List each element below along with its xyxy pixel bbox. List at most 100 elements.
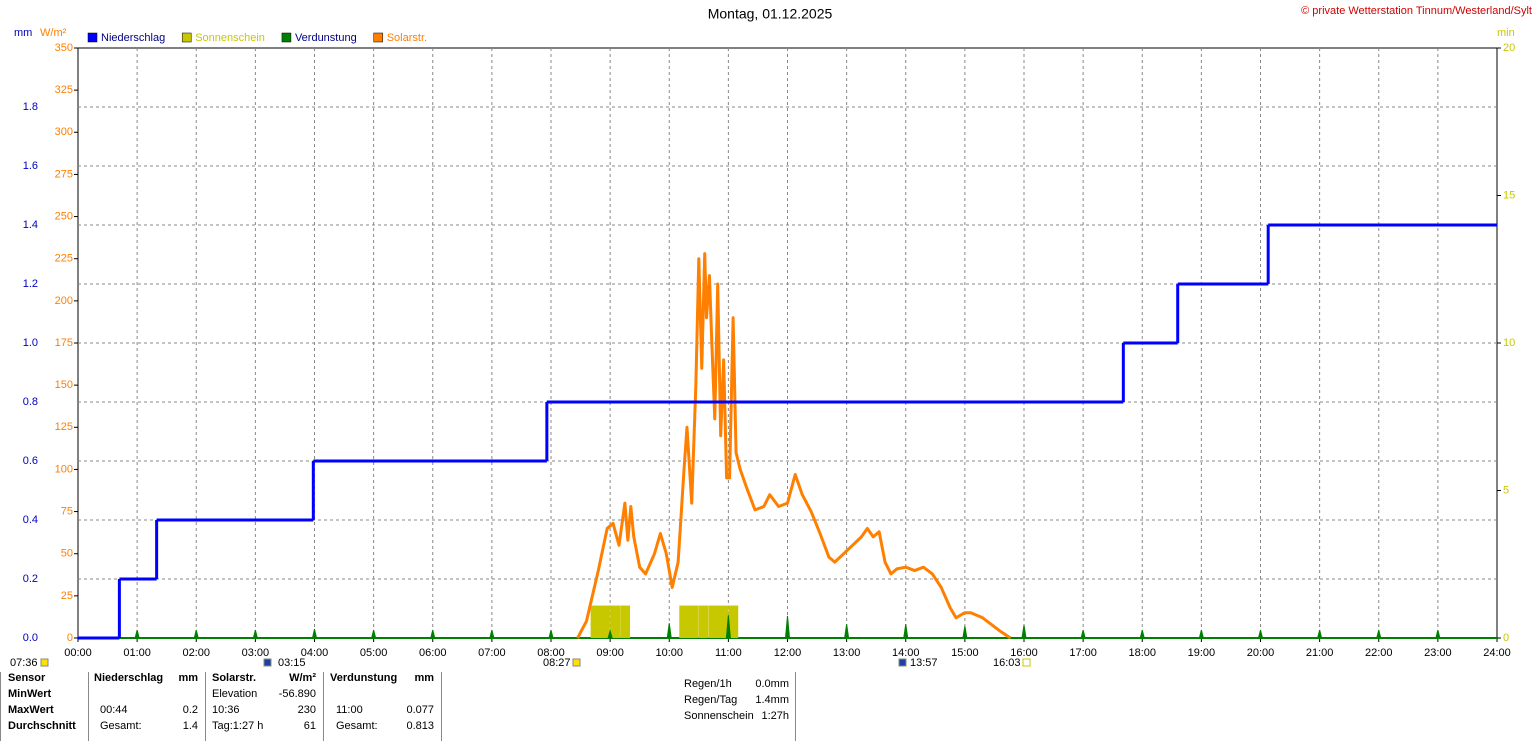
spike xyxy=(1139,629,1145,639)
stats-cell: 0.813 xyxy=(406,720,434,732)
stats-cell: MaxWert xyxy=(8,704,54,716)
x-tick-label: 09:00 xyxy=(596,647,624,659)
stats-cell: Niederschlag xyxy=(94,672,164,684)
y2-tick-label: 150 xyxy=(55,379,73,391)
stats-cell: Gesamt: xyxy=(336,720,378,732)
x-tick-label: 01:00 xyxy=(123,647,151,659)
copyright: © private Wetterstation Tinnum/Westerlan… xyxy=(1301,5,1532,17)
x-tick-label: 23:00 xyxy=(1424,647,1452,659)
y-axis-unit: mm xyxy=(14,27,32,39)
x-tick-label: 06:00 xyxy=(419,647,447,659)
stats-cell: 61 xyxy=(303,720,316,732)
y3-tick-label: 20 xyxy=(1503,42,1515,54)
event-icon xyxy=(1022,658,1031,667)
stats-cell: Tag:1:27 h xyxy=(212,720,264,732)
y-tick-label: 1.2 xyxy=(23,278,38,290)
spike xyxy=(370,629,377,639)
event-icon xyxy=(40,658,49,667)
x-tick-label: 05:00 xyxy=(360,647,388,659)
event-label: 08:27 xyxy=(543,657,571,669)
y2-tick-label: 200 xyxy=(55,295,73,307)
bar xyxy=(698,605,709,638)
stats-cell: mm xyxy=(178,672,198,684)
event-label: 13:57 xyxy=(910,657,938,669)
bar xyxy=(600,605,610,638)
y2-tick-label: 100 xyxy=(55,463,73,475)
y2-tick-label: 25 xyxy=(61,590,73,602)
y2-tick-label: 75 xyxy=(61,505,73,517)
bar xyxy=(590,605,601,638)
spike xyxy=(134,629,140,639)
x-tick-label: 24:00 xyxy=(1483,647,1511,659)
y2-tick-label: 325 xyxy=(55,84,73,96)
y-tick-label: 0.4 xyxy=(23,514,38,526)
x-tick-label: 00:00 xyxy=(64,647,92,659)
event-icon xyxy=(898,658,907,667)
spike xyxy=(666,623,672,639)
spike xyxy=(193,629,199,639)
spike xyxy=(1257,629,1264,639)
x-tick-label: 17:00 xyxy=(1069,647,1097,659)
x-tick-label: 19:00 xyxy=(1188,647,1216,659)
legend-label: Sonnenschein xyxy=(195,32,265,44)
stats-cell: Durchschnitt xyxy=(8,720,76,732)
y3-tick-label: 5 xyxy=(1503,484,1509,496)
chart-title: Montag, 01.12.2025 xyxy=(708,6,833,22)
spike xyxy=(962,626,968,639)
spike xyxy=(548,629,554,639)
bar xyxy=(620,605,631,638)
legend-label: Niederschlag xyxy=(101,32,165,44)
x-tick-label: 12:00 xyxy=(774,647,802,659)
y2-tick-label: 350 xyxy=(55,42,73,54)
stats-cell: 0.077 xyxy=(406,704,434,716)
stats-cell: 0.0mm xyxy=(755,678,789,690)
x-tick-label: 15:00 xyxy=(951,647,979,659)
y-tick-label: 1.0 xyxy=(23,337,38,349)
stats-cell: 0.2 xyxy=(182,704,198,716)
bar xyxy=(708,605,719,638)
stats-cell: mm xyxy=(414,672,434,684)
chart: Montag, 01.12.2025 © private Wetterstati… xyxy=(10,5,1532,669)
event-label: 03:15 xyxy=(278,657,306,669)
x-tick-label: 03:00 xyxy=(242,647,270,659)
spike xyxy=(903,624,909,639)
y-tick-label: 1.4 xyxy=(23,219,38,231)
x-tick-label: 16:00 xyxy=(1010,647,1038,659)
legend-label: Verdunstung xyxy=(295,32,357,44)
stats-cell: Sensor xyxy=(8,672,46,684)
spike xyxy=(784,615,791,639)
y2-tick-label: 175 xyxy=(55,337,73,349)
bar xyxy=(728,605,739,638)
legend-swatch xyxy=(181,32,192,43)
legend-swatch xyxy=(87,32,98,43)
stats-table: Sensor Niederschlag mm Solarstr. W/m² Verduns… xyxy=(0,672,1536,741)
line xyxy=(576,252,1012,640)
stats-cell: Regen/1h xyxy=(684,678,732,690)
spike xyxy=(1316,629,1323,639)
stats-cell: Verdunstung xyxy=(330,672,398,684)
y2-tick-label: 225 xyxy=(55,253,73,265)
event-icon xyxy=(572,658,581,667)
spike xyxy=(1021,624,1027,639)
y2-tick-label: 275 xyxy=(55,168,73,180)
bar xyxy=(718,605,729,638)
y2-tick-label: 0 xyxy=(67,632,73,644)
y-tick-label: 0.0 xyxy=(23,632,38,644)
stats-cell: 10:36 xyxy=(212,704,240,716)
x-tick-label: 04:00 xyxy=(301,647,329,659)
legend-swatch xyxy=(373,32,383,43)
y-tick-label: 0.8 xyxy=(23,396,38,408)
x-tick-label: 13:00 xyxy=(833,647,861,659)
y2-tick-label: 250 xyxy=(55,210,73,222)
stats-cell: Sonnenschein xyxy=(684,710,754,722)
stats-cell: Solarstr. xyxy=(212,672,257,684)
spike xyxy=(725,615,731,639)
bar xyxy=(679,605,690,638)
x-tick-label: 22:00 xyxy=(1365,647,1393,659)
x-tick-label: 10:00 xyxy=(655,647,683,659)
spike xyxy=(844,624,850,639)
y-tick-label: 1.8 xyxy=(23,101,38,113)
y3-tick-label: 10 xyxy=(1503,337,1515,349)
stats-cell: 00:44 xyxy=(100,704,128,716)
